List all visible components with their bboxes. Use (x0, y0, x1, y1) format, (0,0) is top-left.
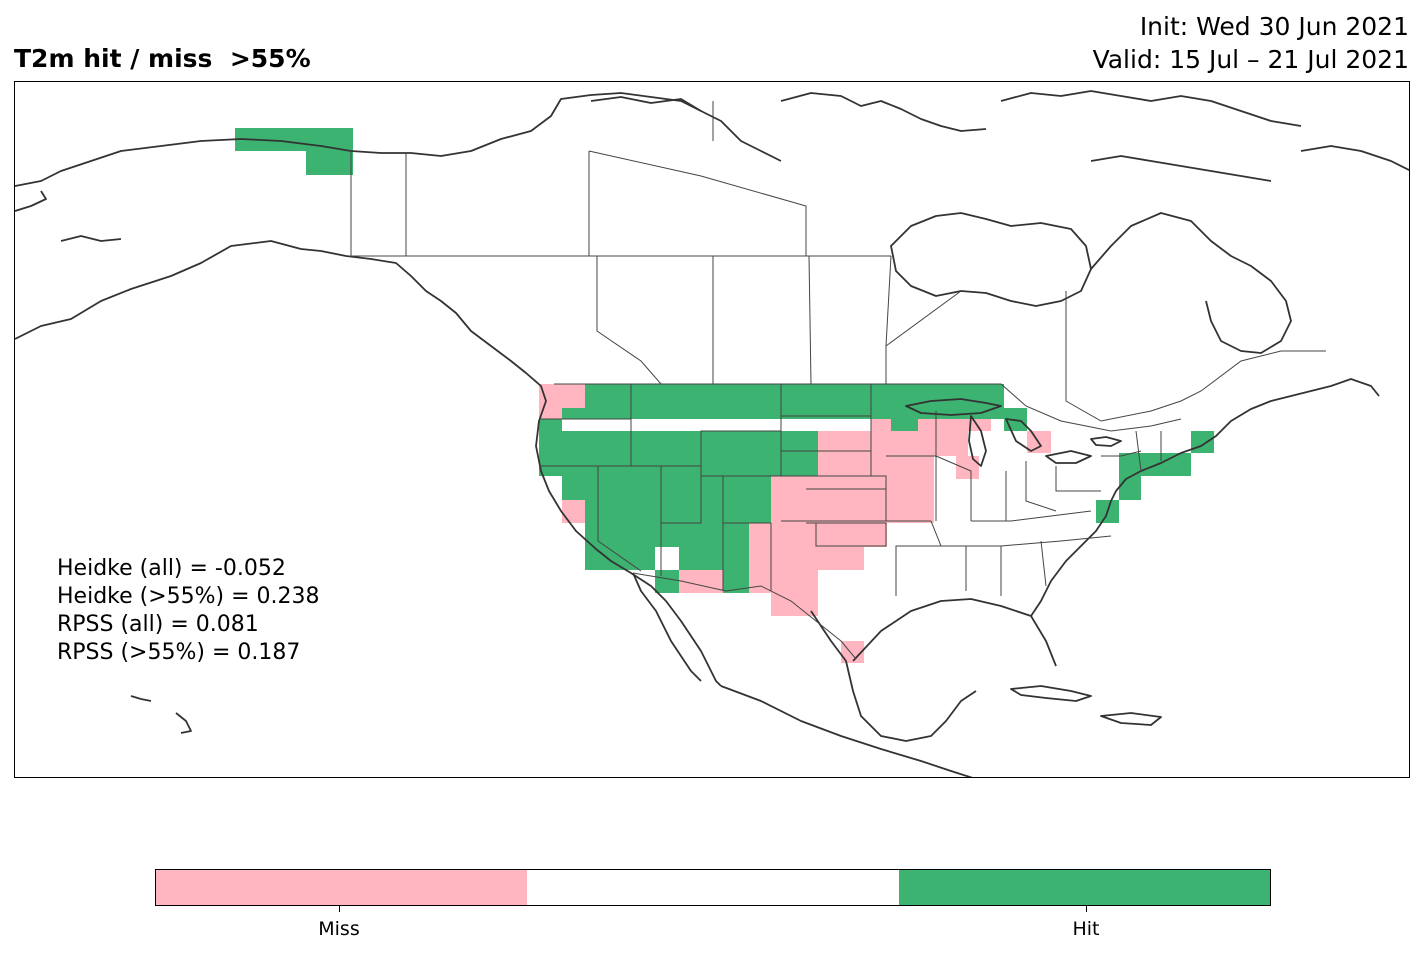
skill-scores: Heidke (all) = -0.052 Heidke (>55%) = 0.… (57, 555, 320, 667)
date-info: Init: Wed 30 Jun 2021 Valid: 15 Jul – 21… (1093, 10, 1409, 76)
miss-cell (956, 456, 979, 479)
hit-cell (1119, 476, 1141, 500)
political-borders (350, 101, 1326, 660)
colorbar (155, 869, 1271, 906)
hit-cell (1191, 431, 1214, 453)
miss-cell (539, 384, 585, 408)
colorbar-miss-segment (156, 870, 528, 905)
hit-cell (585, 500, 771, 523)
rpss-55: RPSS (>55%) = 0.187 (57, 640, 301, 665)
hit-cell (723, 570, 749, 593)
colorbar-label-miss: Miss (318, 918, 360, 940)
miss-cell (841, 641, 864, 663)
miss-cell (562, 500, 585, 523)
rpss-all: RPSS (all) = 0.081 (57, 612, 259, 637)
miss-cell (818, 431, 871, 453)
valid-date: Valid: 15 Jul – 21 Jul 2021 (1092, 45, 1409, 74)
hit-cell (679, 547, 749, 570)
colorbar-tick-hit (1086, 906, 1087, 912)
map-panel (14, 81, 1410, 778)
hit-cell (655, 523, 749, 547)
miss-cell (679, 570, 723, 593)
miss-cell (749, 523, 887, 547)
miss-cell (749, 570, 818, 593)
colorbar-label-hit: Hit (1072, 918, 1100, 940)
hit-cell (585, 384, 1004, 408)
hit-cell (539, 466, 562, 476)
map-title: T2m hit / miss >55% (14, 44, 311, 73)
hit-cell (235, 128, 353, 151)
miss-cell (806, 489, 934, 523)
hit-cell (655, 570, 679, 593)
miss-cell (771, 593, 818, 616)
colorbar-hit-segment (898, 870, 1270, 905)
hit-cell (562, 476, 771, 500)
hit-cell (539, 431, 818, 476)
hit-cell (562, 408, 1004, 419)
miss-cell (934, 431, 968, 456)
hit-cell (781, 431, 818, 476)
hit-cell (891, 408, 918, 431)
colorbar-tick-miss (339, 906, 340, 912)
hit-cell (306, 151, 353, 175)
hit-cell (562, 408, 585, 419)
heidke-all: Heidke (all) = -0.052 (57, 556, 286, 581)
hit-cell (539, 419, 562, 431)
colorbar-neutral-segment (527, 870, 899, 905)
heidke-55: Heidke (>55%) = 0.238 (57, 584, 320, 609)
hit-cell (585, 523, 655, 570)
init-date: Init: Wed 30 Jun 2021 (1139, 12, 1409, 41)
grid-cells (235, 128, 1214, 663)
north-america-map (15, 90, 1409, 777)
coastlines (15, 90, 1409, 777)
miss-cell (749, 547, 864, 570)
